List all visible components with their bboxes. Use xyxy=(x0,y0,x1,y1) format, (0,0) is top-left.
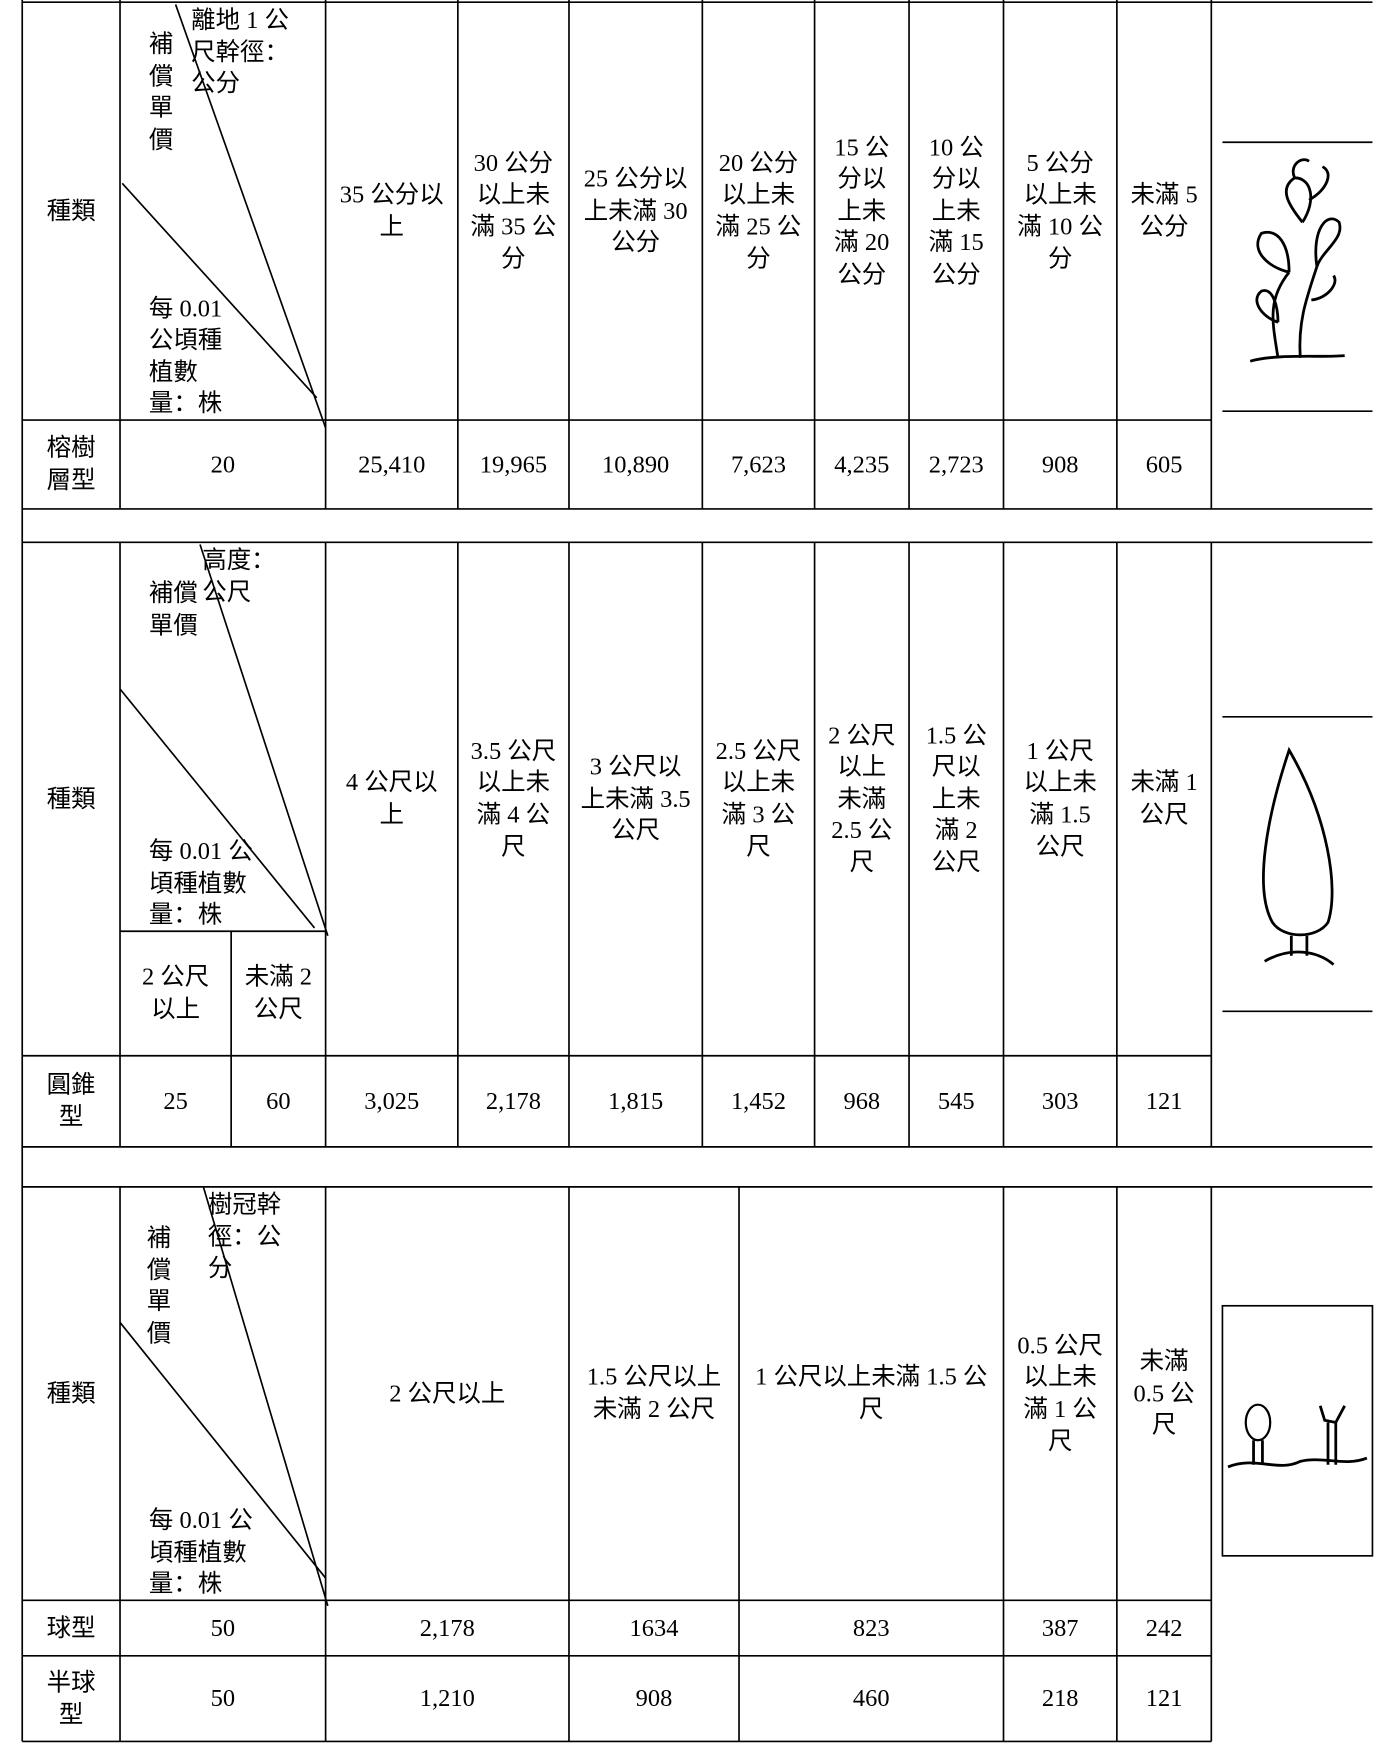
price-value: 10,890 xyxy=(602,449,670,478)
price-value: 460 xyxy=(852,1683,890,1712)
price-value: 19,965 xyxy=(479,449,548,478)
price-value: 7,623 xyxy=(730,449,786,478)
row-name: 半球型 xyxy=(46,1667,96,1728)
price-value: 4,235 xyxy=(834,449,890,478)
price-value: 1,210 xyxy=(419,1683,475,1712)
price-value: 387 xyxy=(1041,1613,1079,1642)
price-value: 121 xyxy=(1145,1086,1183,1115)
price-value: 2,723 xyxy=(928,449,984,478)
column-header: 10 公分以上未滿 15 公分 xyxy=(928,132,984,288)
column-header: 1 公尺以上未滿 1.5 公尺 xyxy=(1023,736,1097,860)
density-label: 每 0.01 公頃種植數量：株 xyxy=(148,294,223,418)
density-value: 25 xyxy=(163,1086,188,1115)
column-header: 1.5 公尺以上未滿 2 公尺 xyxy=(925,720,987,876)
section-2-lines xyxy=(22,542,1373,1188)
price-value: 121 xyxy=(1145,1683,1183,1712)
price-value: 1,452 xyxy=(730,1086,786,1115)
price-label: 補償單價 xyxy=(148,30,174,154)
column-header: 1.5 公尺以上未滿 2 公尺 xyxy=(586,1362,722,1423)
density-column: 未滿 2 公尺 xyxy=(244,962,312,1023)
column-header: 5 公分以上未滿 10 公分 xyxy=(1017,148,1103,272)
density-label: 每 0.01 公頃種植數量：株 xyxy=(148,1506,253,1598)
column-header: 25 公分以上未滿 30 公分 xyxy=(583,164,688,256)
axis-label: 離地 1 公尺幹徑：公分 xyxy=(191,5,289,97)
price-value: 908 xyxy=(1041,449,1079,478)
price-value: 25,410 xyxy=(358,449,426,478)
section-3-lines xyxy=(22,1186,1213,1743)
cone-icon xyxy=(1262,746,1335,966)
price-value: 3,025 xyxy=(364,1086,420,1115)
column-header: 2 公尺以上未滿 2.5 公尺 xyxy=(828,720,896,876)
price-value: 823 xyxy=(852,1613,890,1642)
price-value: 1,815 xyxy=(608,1086,664,1115)
price-value: 545 xyxy=(937,1086,975,1115)
column-header: 4 公尺以上 xyxy=(345,768,438,828)
column-header: 1 公尺以上未滿 1.5 公尺 xyxy=(755,1362,988,1423)
price-value: 2,178 xyxy=(419,1613,475,1642)
row-name: 球型 xyxy=(46,1613,96,1642)
density-column: 2 公尺以上 xyxy=(141,962,210,1023)
section-1-lines xyxy=(21,0,1373,1742)
density-value: 50 xyxy=(210,1613,236,1642)
price-label: 補償單價 xyxy=(146,1223,172,1347)
price-value: 242 xyxy=(1145,1613,1183,1642)
density-value: 60 xyxy=(266,1086,291,1115)
banyan-icon xyxy=(1249,158,1345,363)
price-value: 968 xyxy=(843,1086,881,1115)
density-label: 每 0.01 公頃種植數量：株 xyxy=(148,837,253,929)
price-value: 1634 xyxy=(629,1613,679,1642)
row-name: 圓錐型 xyxy=(46,1070,96,1131)
kind-label: 種類 xyxy=(46,1378,96,1407)
kind-label: 種類 xyxy=(46,196,96,225)
column-header: 2.5 公尺以上未滿 3 公尺 xyxy=(715,736,802,860)
column-header: 2 公尺以上 xyxy=(389,1378,506,1407)
column-header: 20 公分以上未滿 25 公分 xyxy=(715,148,802,272)
column-header: 15 公分以上未滿 20 公分 xyxy=(834,132,890,288)
column-header: 未滿 0.5 公尺 xyxy=(1133,1347,1195,1439)
density-value: 50 xyxy=(210,1683,236,1712)
column-header: 3 公尺以上未滿 3.5 公尺 xyxy=(580,752,691,844)
column-header: 0.5 公尺以上未滿 1 公尺 xyxy=(1017,1331,1103,1455)
price-value: 218 xyxy=(1041,1683,1079,1712)
price-label: 補償單價 xyxy=(148,578,198,639)
column-header: 30 公分以上未滿 35 公分 xyxy=(470,148,557,272)
density-value: 20 xyxy=(210,449,236,478)
column-header: 3.5 公尺以上未滿 4 公尺 xyxy=(470,736,557,860)
ball-icon xyxy=(1221,1304,1374,1557)
axis-label: 樹冠幹徑：公分 xyxy=(207,1190,282,1282)
column-header: 未滿 5 公分 xyxy=(1130,180,1198,241)
price-value: 605 xyxy=(1145,449,1183,478)
axis-label: 高度：公尺 xyxy=(202,545,276,606)
price-value: 908 xyxy=(635,1683,673,1712)
row-name: 榕樹層型 xyxy=(46,433,96,494)
price-value: 303 xyxy=(1041,1086,1079,1115)
kind-label: 種類 xyxy=(46,784,96,813)
column-header: 35 公分以上 xyxy=(339,180,444,241)
price-value: 2,178 xyxy=(485,1086,541,1115)
column-header: 未滿 1 公尺 xyxy=(1130,768,1198,828)
